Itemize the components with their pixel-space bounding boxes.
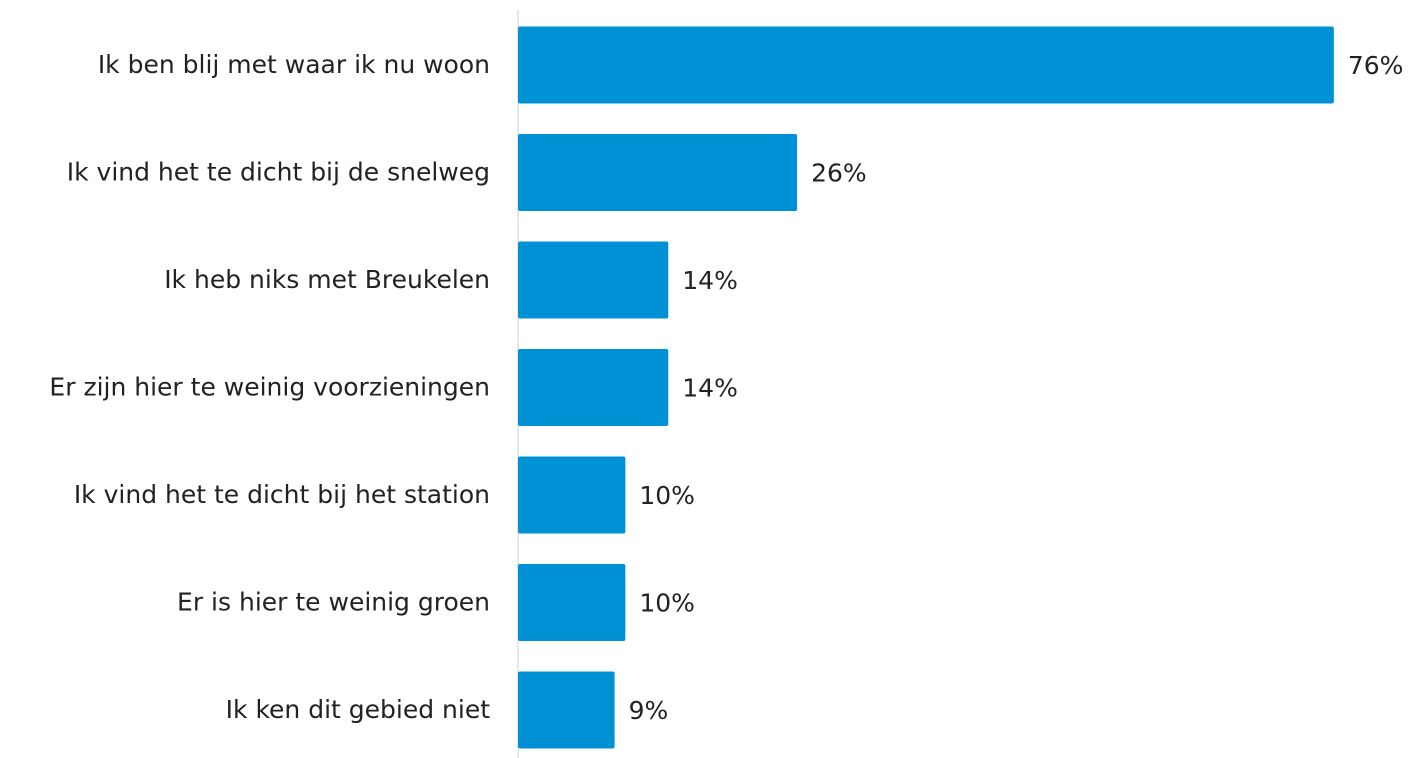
category-label: Ik ben blij met waar ik nu woon xyxy=(98,50,490,79)
bar xyxy=(518,241,669,319)
value-label: 9% xyxy=(629,696,669,725)
value-label: 10% xyxy=(639,589,695,618)
category-label: Er zijn hier te weinig voorzieningen xyxy=(49,373,490,402)
value-label: 76% xyxy=(1348,51,1404,80)
bar xyxy=(518,134,798,211)
bar xyxy=(518,349,669,426)
bar xyxy=(518,564,626,641)
category-label: Er is hier te weinig groen xyxy=(177,588,490,617)
value-label: 10% xyxy=(639,481,695,510)
bar xyxy=(518,456,626,534)
category-label: Ik vind het te dicht bij het station xyxy=(74,480,490,509)
value-label: 14% xyxy=(682,266,738,295)
value-label: 26% xyxy=(811,159,867,188)
value-label: 14% xyxy=(682,374,738,403)
bar xyxy=(518,671,615,749)
category-label: Ik ken dit gebied niet xyxy=(226,695,491,724)
category-label: Ik vind het te dicht bij de snelweg xyxy=(67,158,490,187)
bar xyxy=(518,26,1334,104)
category-label: Ik heb niks met Breukelen xyxy=(164,265,490,294)
